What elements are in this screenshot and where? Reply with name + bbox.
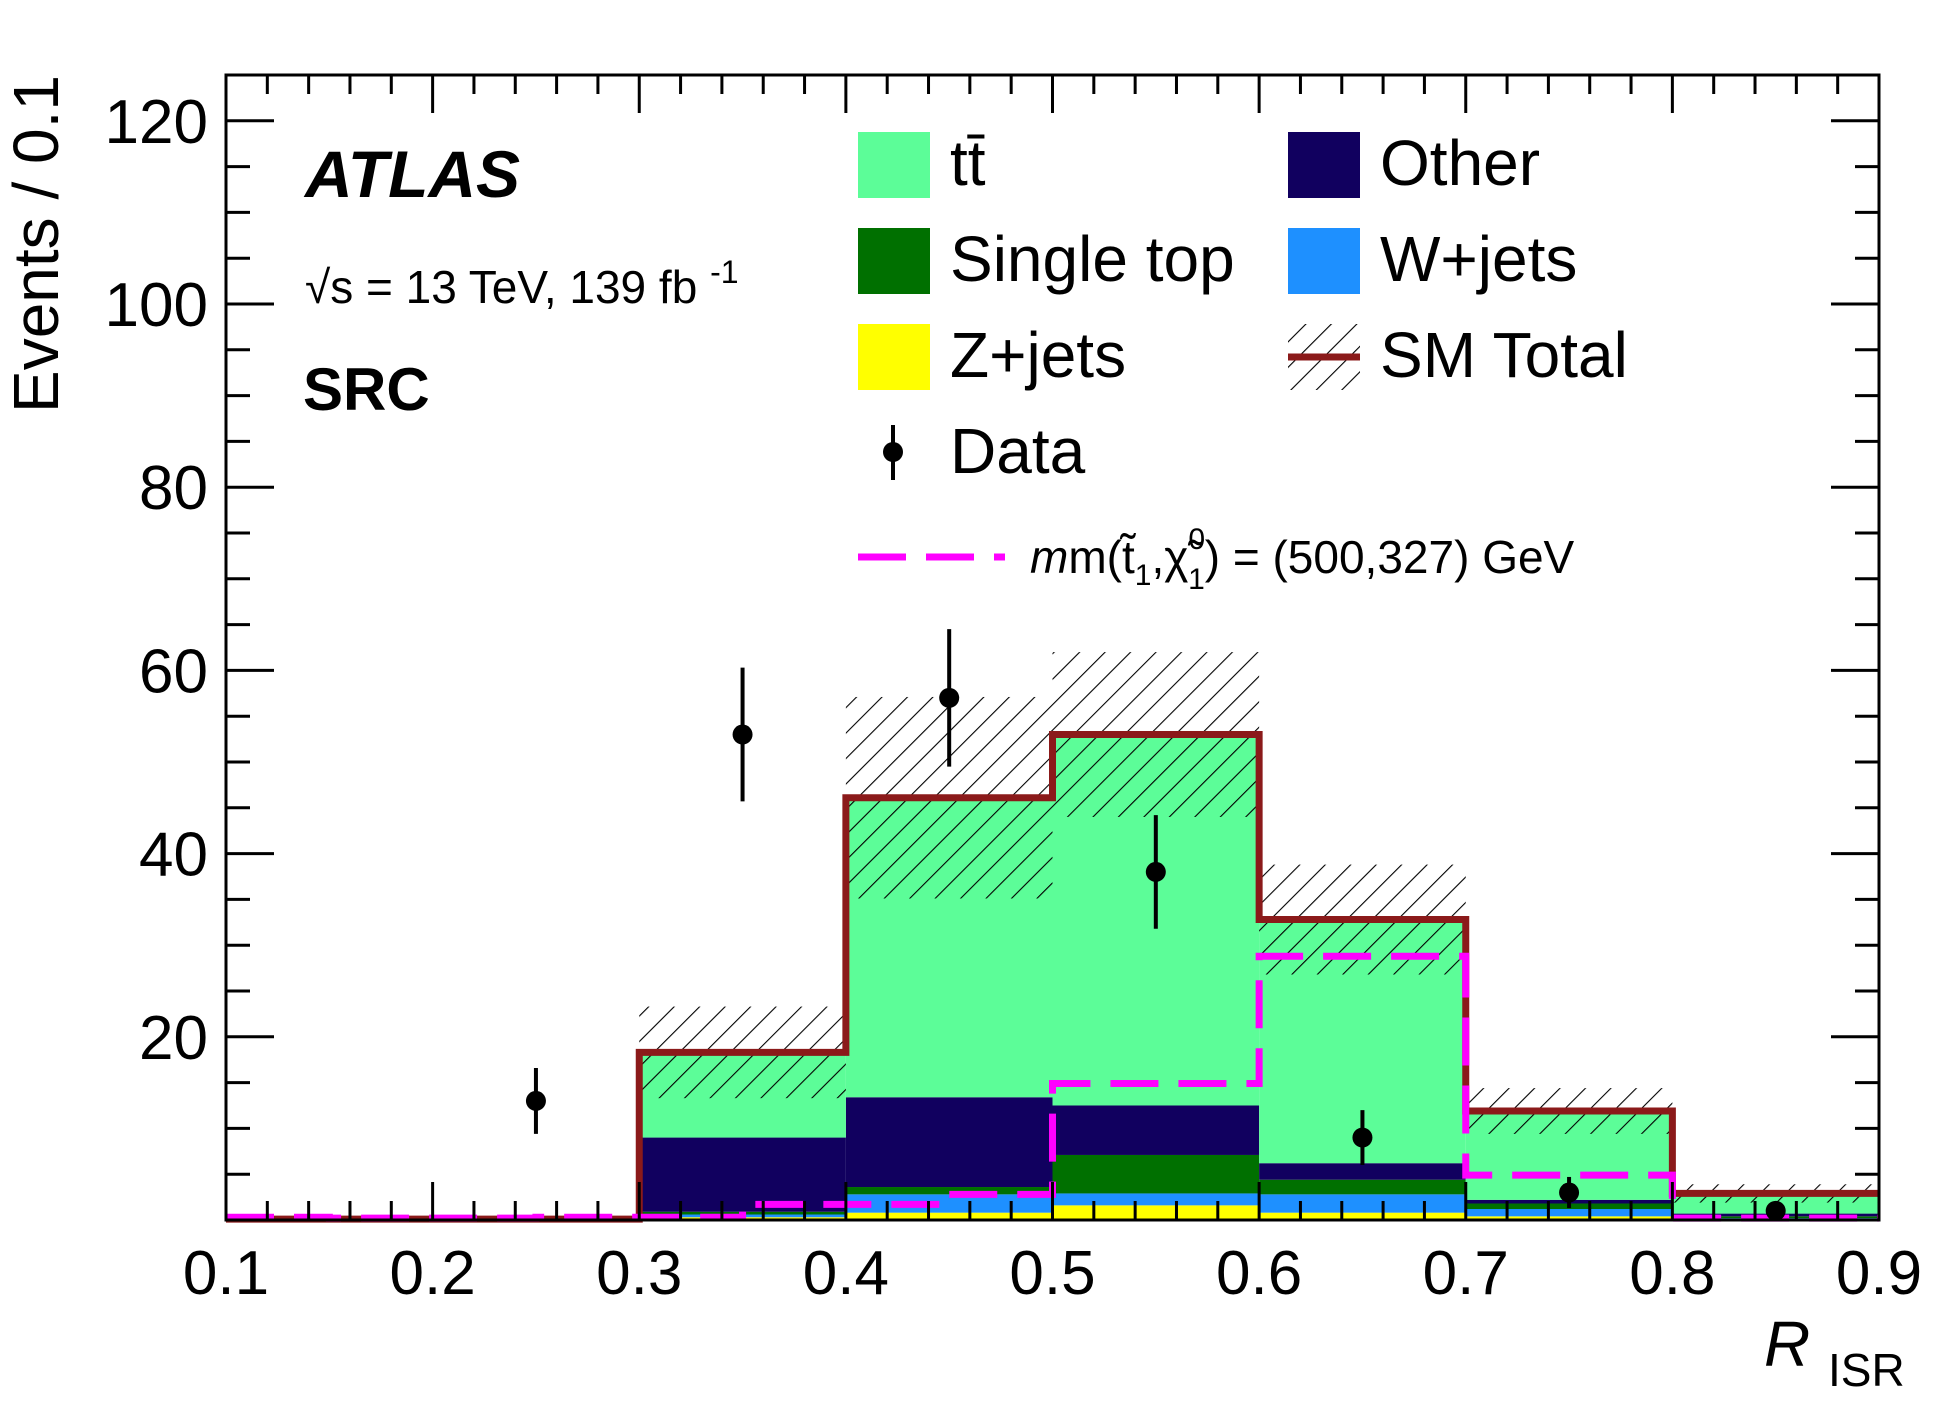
x-tick-label-3: 0.4	[803, 1239, 889, 1308]
bar-z-jets-bin-3	[845, 1212, 1053, 1220]
axis-layer: 0.1 0.2 0.3 0.4 0.5 0.6 0.7 0.8 0.9 20 40 60 80 100 12…	[105, 73, 1922, 1308]
y-tick-label-5: 120	[105, 88, 208, 157]
bar-w-jets-bin-6	[1465, 1209, 1673, 1217]
bar-w-jets-bin-3	[845, 1194, 1053, 1213]
data-point-2	[939, 687, 960, 708]
legend-label-ttbar: tt̄	[950, 127, 986, 199]
region-label: SRC	[303, 356, 430, 423]
bar-z-jets-bin-4	[1052, 1205, 1260, 1220]
signal-layer	[226, 952, 1879, 1222]
data-point-5	[1559, 1182, 1580, 1203]
bar-w-jets-bin-5	[1259, 1194, 1466, 1213]
sm-total-layer	[226, 731, 1879, 1223]
x-tick-label-2: 0.3	[596, 1239, 682, 1308]
y-tick-label-2: 60	[139, 637, 208, 706]
x-axis-label: R ISR	[1764, 1308, 1905, 1396]
legend-label-other: Other	[1380, 127, 1540, 199]
svg-text:R ISR: R ISR	[1764, 1308, 1905, 1396]
x-tick-label-7: 0.8	[1629, 1239, 1715, 1308]
legend-label-sm-total: SM Total	[1380, 319, 1628, 391]
legend-label-data: Data	[950, 415, 1086, 487]
legend: tt̄ Other Single top W+jets Z+jets SM To…	[858, 127, 1628, 596]
legend-swatch-other	[1288, 132, 1360, 198]
data-point-3	[1145, 861, 1166, 882]
legend-swatch-zjets	[858, 324, 930, 390]
bar-other-bin-5	[1259, 1163, 1466, 1180]
signal-label-sub2: 1	[1188, 563, 1205, 596]
legend-swatch-single-top	[858, 228, 930, 294]
data-point-4	[1352, 1127, 1373, 1148]
legend-label-zjets: Z+jets	[950, 319, 1126, 391]
x-tick-label-0: 0.1	[183, 1239, 269, 1308]
energy-lumi-text: √s = 13 TeV, 139 fb	[305, 261, 697, 313]
legend-label-wjets: W+jets	[1380, 223, 1577, 295]
energy-lumi-sup: -1	[710, 254, 738, 290]
y-axis-label: Events / 0.1	[0, 75, 72, 413]
y-tick-label-3: 80	[139, 454, 208, 523]
energy-lumi-label: √s = 13 TeV, 139 fb -1	[305, 254, 739, 313]
x-axis-label-sub: ISR	[1828, 1344, 1905, 1396]
signal-label-sub1: 1	[1135, 559, 1152, 592]
bar-z-jets-bin-6	[1465, 1216, 1673, 1220]
bar-z-jets-bin-5	[1259, 1212, 1466, 1220]
data-point-0	[525, 1090, 546, 1111]
legend-swatch-wjets	[1288, 228, 1360, 294]
y-tick-label-1: 40	[139, 821, 208, 890]
bar-other-bin-3	[845, 1097, 1053, 1188]
bar-w-jets-bin-4	[1052, 1193, 1260, 1206]
data-point-6	[1765, 1200, 1786, 1221]
signal-line	[226, 952, 1879, 1222]
legend-label-signal: mm(t̃1,χ̃0 1) = (500,327) GeV	[1030, 523, 1575, 596]
legend-label-single-top: Single top	[950, 223, 1235, 295]
x-tick-label-5: 0.6	[1216, 1239, 1302, 1308]
legend-data-marker	[883, 442, 903, 462]
x-tick-label-4: 0.5	[1009, 1239, 1095, 1308]
legend-swatch-ttbar	[858, 132, 930, 198]
x-tick-label-8: 0.9	[1836, 1239, 1922, 1308]
y-tick-label-4: 100	[105, 271, 208, 340]
data-point-1	[732, 724, 753, 745]
bar-other-bin-2	[639, 1137, 846, 1212]
y-tick-label-0: 20	[139, 1004, 208, 1073]
bar-single-top-bin-5	[1259, 1179, 1466, 1195]
bar-single-top-bin-3	[845, 1187, 1053, 1195]
bar-other-bin-4	[1052, 1105, 1260, 1155]
x-axis-label-main: R	[1764, 1308, 1810, 1380]
sm-total-line	[226, 731, 1879, 1223]
signal-label-post: ) = (500,327) GeV	[1205, 531, 1575, 583]
signal-label-pre: m(t̃	[1068, 531, 1136, 583]
x-tick-label-6: 0.7	[1423, 1239, 1509, 1308]
x-tick-label-1: 0.2	[390, 1239, 476, 1308]
signal-label-sup: 0	[1188, 523, 1205, 556]
bar-single-top-bin-4	[1052, 1154, 1260, 1194]
atlas-label: ATLAS	[303, 137, 520, 211]
data-points-layer	[525, 629, 1786, 1221]
